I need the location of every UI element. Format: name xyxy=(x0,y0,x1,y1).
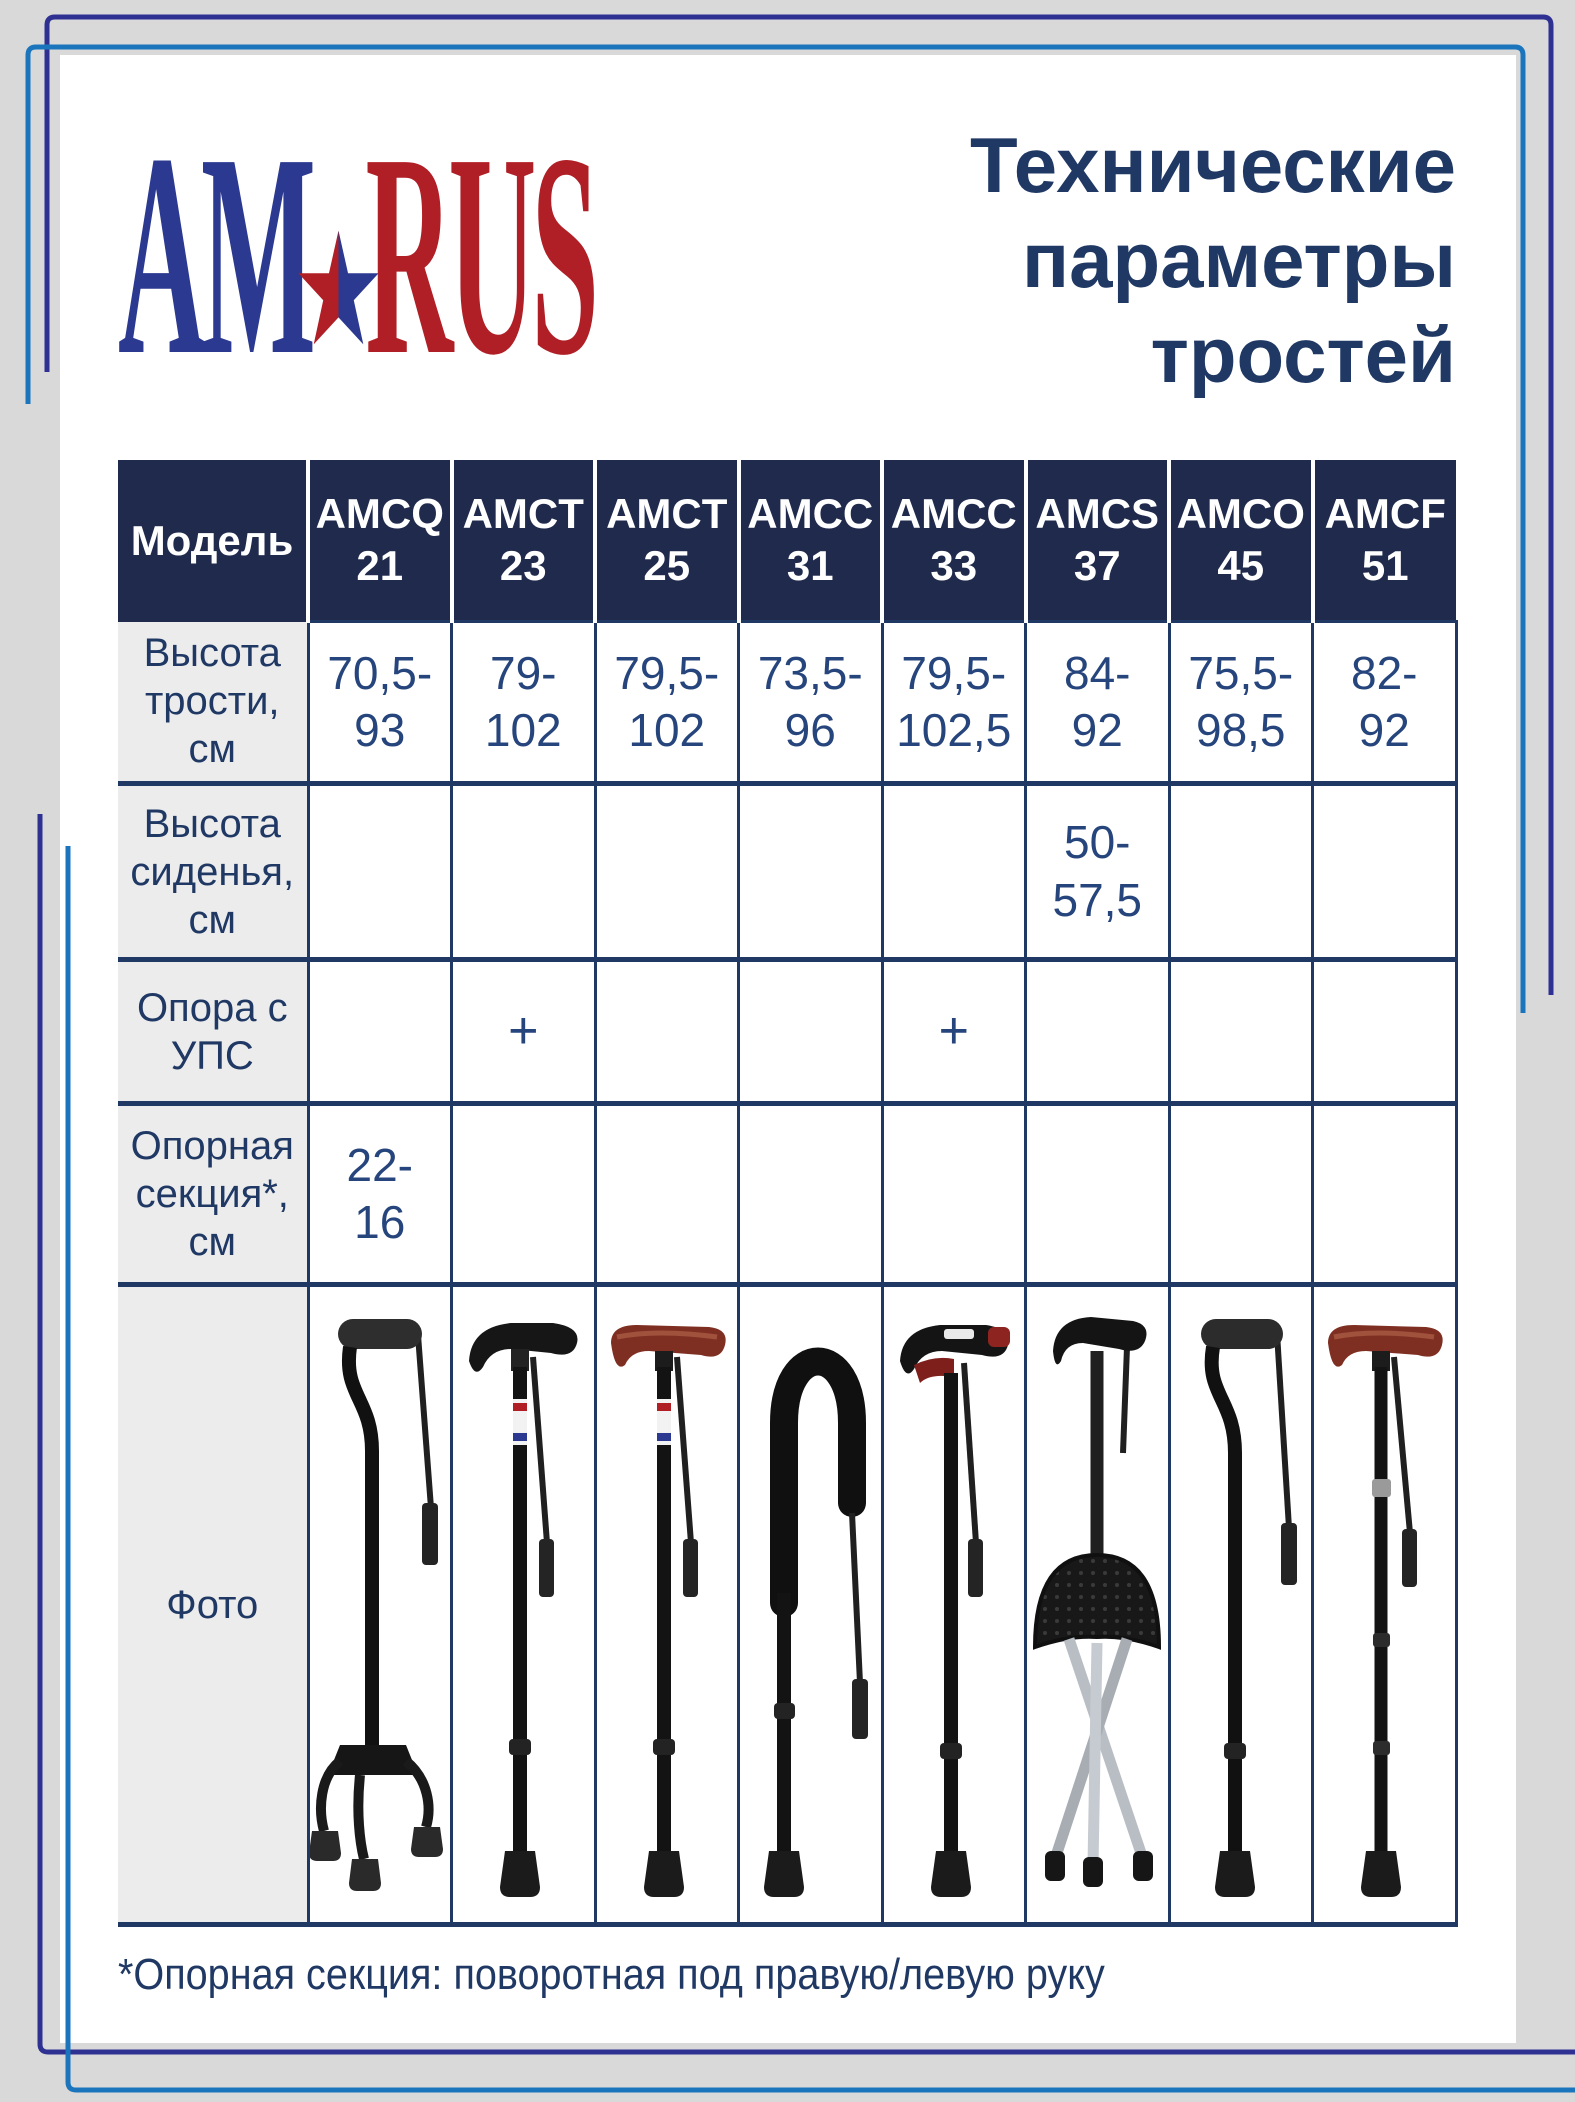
photo-cell-offset-quad-cane xyxy=(306,1283,453,1927)
photo-row: Фото xyxy=(118,1283,1458,1927)
value-cell: + xyxy=(880,958,1027,1106)
photo-cell-seat-cane-tripod xyxy=(1024,1283,1171,1927)
value-cell xyxy=(306,958,453,1106)
value-cell: 84- 92 xyxy=(1024,620,1171,786)
t-handle-cane-wood-image xyxy=(610,1324,726,1897)
value-cell xyxy=(737,1102,884,1287)
model-header-amcf51: AMCF 51 xyxy=(1312,460,1456,622)
corner-header-model: Модель xyxy=(118,460,310,622)
photo-cell-t-handle-cane-sport xyxy=(880,1283,1027,1927)
value-cell: 82- 92 xyxy=(1311,620,1458,786)
photo-cell-t-handle-cane-black xyxy=(450,1283,597,1927)
t-handle-cane-black-image xyxy=(469,1322,578,1897)
model-header-amcc31: AMCC 31 xyxy=(738,460,884,622)
value-cell: 79,5- 102,5 xyxy=(880,620,1027,786)
u-handle-cane-image xyxy=(764,1347,869,1897)
spec-row-3: Опорная секция*, см 22- 16 xyxy=(118,1102,1458,1287)
row-label: Опора с УПС xyxy=(118,959,310,1106)
value-cell: 79,5- 102 xyxy=(593,620,740,786)
photo-cell-u-handle-cane xyxy=(737,1283,884,1927)
title-line: параметры xyxy=(1021,216,1456,304)
row-label: Фото xyxy=(118,1284,310,1927)
model-header-amct25: AMCT 25 xyxy=(595,460,741,622)
spec-row-0: Высота трости, см 70,5- 93 79- 102 79,5- 102 73… xyxy=(118,620,1458,786)
value-cell xyxy=(737,958,884,1106)
value-cell: 73,5- 96 xyxy=(737,620,884,786)
value-cell: 75,5- 98,5 xyxy=(1167,620,1314,786)
value-cell xyxy=(1024,1102,1171,1287)
photo-cell-folding-cane-wood xyxy=(1311,1283,1458,1927)
value-cell xyxy=(593,782,740,962)
model-header-amco45: AMCO 45 xyxy=(1169,460,1315,622)
value-cell xyxy=(880,782,1027,962)
parameters-table: Модель AMCQ 21 AMCT 23 AMCT 25 AMCC 31 AMCC 33 AMCS… xyxy=(118,460,1458,1927)
value-cell: + xyxy=(450,958,597,1106)
offset-quad-cane-image xyxy=(310,1318,443,1891)
logo-text-rus: RUS xyxy=(365,94,599,415)
value-cell xyxy=(1311,958,1458,1106)
model-header-amct23: AMCT 23 xyxy=(451,460,597,622)
offset-cane-image xyxy=(1200,1318,1297,1897)
row-label: Высота сиденья, см xyxy=(118,783,310,962)
value-cell xyxy=(1167,1102,1314,1287)
row-label: Опорная секция*, см xyxy=(118,1103,310,1287)
value-cell xyxy=(450,1102,597,1287)
value-cell xyxy=(306,782,453,962)
spec-row-1: Высота сиденья, см 50- 57,5 xyxy=(118,782,1458,962)
value-cell: 70,5- 93 xyxy=(306,620,453,786)
t-handle-cane-sport-image xyxy=(899,1324,1010,1897)
model-header-amcc33: AMCC 33 xyxy=(882,460,1028,622)
value-cell: 22- 16 xyxy=(306,1102,453,1287)
photo-cell-t-handle-cane-wood xyxy=(593,1283,740,1927)
title-line: Технические xyxy=(970,121,1456,209)
value-cell xyxy=(450,782,597,962)
footnote: *Опорная секция: поворотная под правую/л… xyxy=(118,1950,1105,1999)
value-cell xyxy=(1311,1102,1458,1287)
model-header-amcs37: AMCS 37 xyxy=(1025,460,1171,622)
value-cell xyxy=(593,958,740,1106)
photo-cell-offset-cane xyxy=(1167,1283,1314,1927)
title-line: тростей xyxy=(1150,311,1456,399)
value-cell xyxy=(1167,782,1314,962)
page-title: Технические параметры тростей xyxy=(970,118,1456,403)
model-header-amcq21: AMCQ 21 xyxy=(308,460,454,622)
row-label: Высота трости, см xyxy=(118,621,310,786)
logo-text-am: AM xyxy=(118,94,316,415)
value-cell xyxy=(1167,958,1314,1106)
value-cell: 50- 57,5 xyxy=(1024,782,1171,962)
value-cell xyxy=(880,1102,1027,1287)
model-header-row: Модель AMCQ 21 AMCT 23 AMCT 25 AMCC 31 AMCC 33 AMCS… xyxy=(118,460,1456,622)
value-cell xyxy=(593,1102,740,1287)
value-cell xyxy=(737,782,884,962)
folding-cane-wood-image xyxy=(1328,1324,1443,1897)
star-icon xyxy=(298,230,379,345)
value-cell: 79- 102 xyxy=(450,620,597,786)
seat-cane-tripod-image xyxy=(1033,1316,1162,1887)
value-cell xyxy=(1311,782,1458,962)
amrus-logo: AM RUS xyxy=(118,110,599,400)
value-cell xyxy=(1024,958,1171,1106)
spec-row-2: Опора с УПС + + xyxy=(118,958,1458,1106)
